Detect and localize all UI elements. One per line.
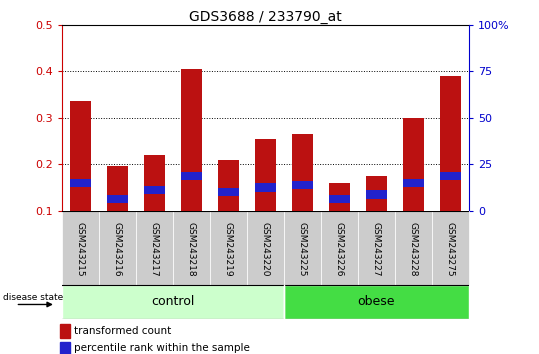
Text: disease state: disease state bbox=[3, 293, 64, 302]
Text: GSM243215: GSM243215 bbox=[76, 222, 85, 276]
Bar bbox=[329, 183, 350, 211]
Bar bbox=[284, 211, 321, 285]
Bar bbox=[210, 211, 247, 285]
Text: GSM243275: GSM243275 bbox=[446, 222, 455, 276]
Bar bbox=[181, 69, 202, 211]
Bar bbox=[62, 285, 284, 319]
Bar bbox=[181, 172, 202, 180]
Bar bbox=[173, 211, 210, 285]
Bar bbox=[107, 166, 128, 211]
Text: control: control bbox=[151, 295, 195, 308]
Bar bbox=[440, 76, 461, 211]
Bar bbox=[136, 211, 173, 285]
Text: percentile rank within the sample: percentile rank within the sample bbox=[74, 343, 250, 353]
Text: GSM243226: GSM243226 bbox=[335, 222, 344, 276]
Text: GSM243219: GSM243219 bbox=[224, 222, 233, 276]
Bar bbox=[247, 211, 284, 285]
Bar bbox=[284, 285, 469, 319]
Bar bbox=[395, 211, 432, 285]
Bar bbox=[292, 181, 313, 189]
Text: obese: obese bbox=[358, 295, 395, 308]
Text: GSM243225: GSM243225 bbox=[298, 222, 307, 276]
Bar bbox=[292, 134, 313, 211]
Bar bbox=[218, 160, 239, 211]
Bar bbox=[358, 211, 395, 285]
Bar bbox=[70, 178, 91, 187]
Bar bbox=[59, 324, 70, 338]
Bar bbox=[59, 342, 70, 354]
Bar bbox=[367, 176, 386, 211]
Bar bbox=[432, 211, 469, 285]
Text: GSM243220: GSM243220 bbox=[261, 222, 270, 276]
Bar bbox=[70, 102, 91, 211]
Text: GSM243227: GSM243227 bbox=[372, 222, 381, 276]
Bar bbox=[440, 172, 461, 180]
Bar bbox=[255, 139, 275, 211]
Text: GSM243216: GSM243216 bbox=[113, 222, 122, 276]
Text: transformed count: transformed count bbox=[74, 326, 171, 336]
Bar bbox=[218, 188, 239, 196]
Bar bbox=[255, 183, 275, 192]
Bar bbox=[144, 155, 164, 211]
Text: GSM243218: GSM243218 bbox=[187, 222, 196, 276]
Bar bbox=[62, 211, 99, 285]
Text: GSM243228: GSM243228 bbox=[409, 222, 418, 276]
Bar bbox=[99, 211, 136, 285]
Bar bbox=[107, 195, 128, 203]
Title: GDS3688 / 233790_at: GDS3688 / 233790_at bbox=[189, 10, 342, 24]
Bar bbox=[321, 211, 358, 285]
Bar bbox=[367, 190, 386, 199]
Text: GSM243217: GSM243217 bbox=[150, 222, 159, 276]
Bar bbox=[403, 178, 424, 187]
Bar bbox=[144, 185, 164, 194]
Bar bbox=[403, 118, 424, 211]
Bar bbox=[329, 195, 350, 203]
